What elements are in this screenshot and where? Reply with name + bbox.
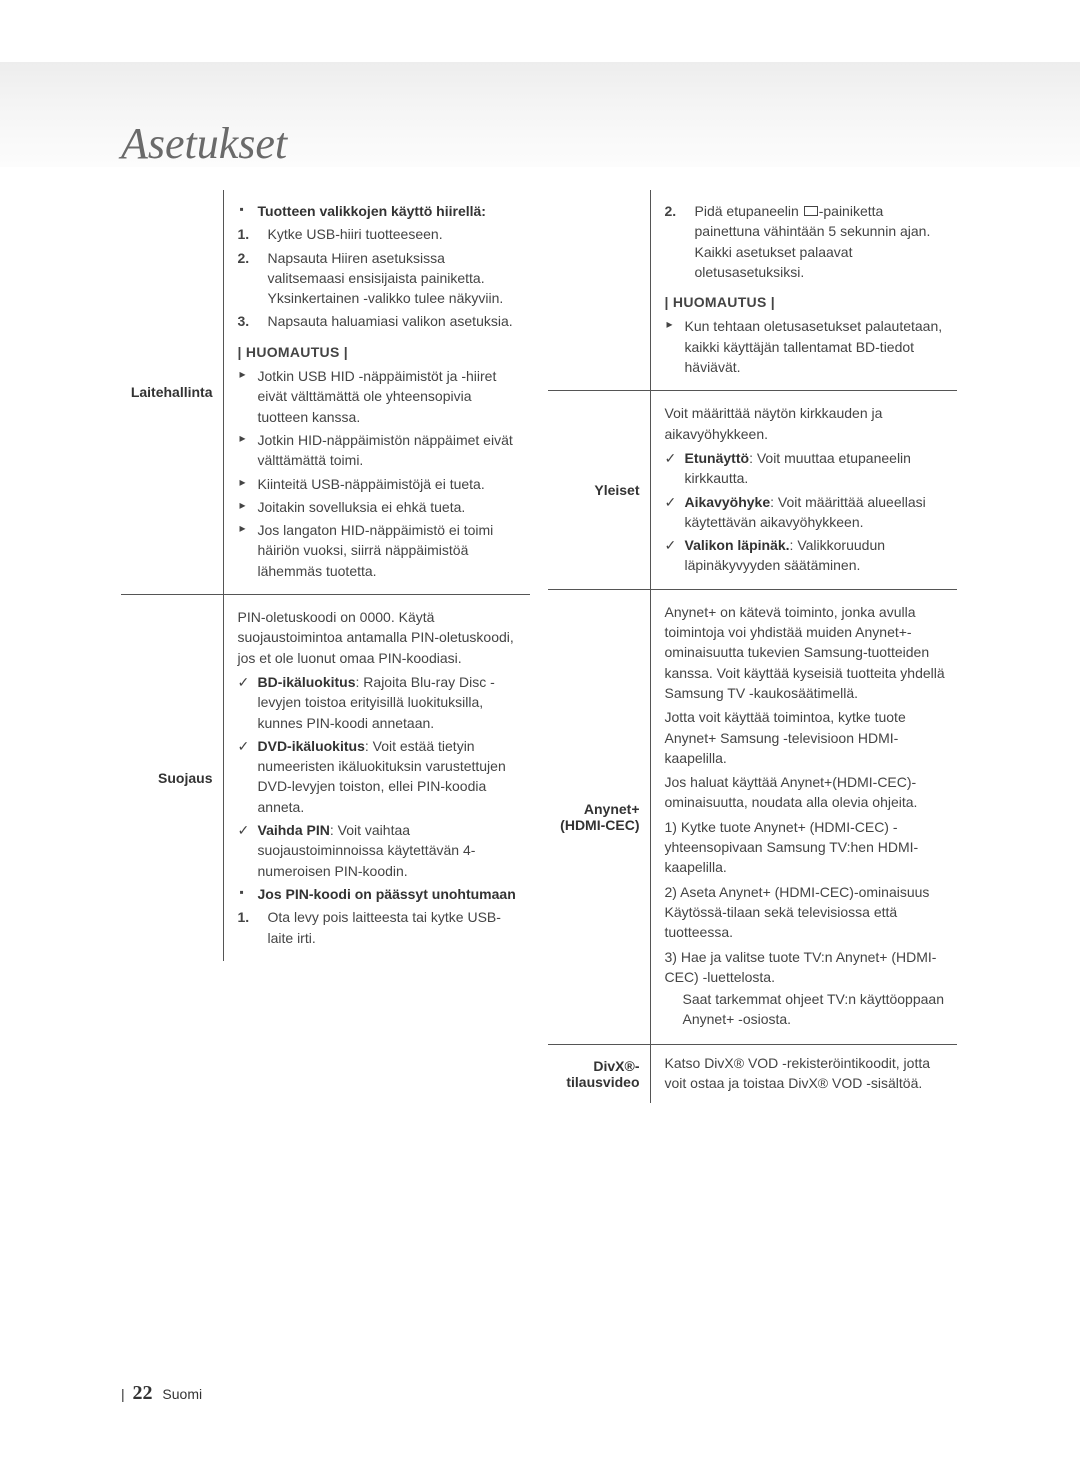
row-body: Voit määrittää näytön kirkkauden ja aika…	[650, 391, 957, 589]
table-row: Laitehallinta Tuotteen valikkojen käyttö…	[121, 190, 530, 595]
paragraph: Jotta voit käyttää toimintoa, kytke tuot…	[665, 707, 952, 768]
row-label: Anynet+ (HDMI-CEC)	[548, 589, 650, 1044]
list-item: DVD-ikäluokitus: Voit estää tietyin nume…	[238, 736, 525, 817]
page-title: Asetukset	[121, 118, 287, 169]
list-item: Valikon läpinäk.: Valikkoruudun läpinäky…	[665, 535, 952, 576]
list-item: Tuotteen valikkojen käyttö hiirellä:	[238, 201, 525, 221]
list-item: Jos langaton HID-näppäimistö ei toimi hä…	[238, 520, 525, 581]
list-item: Aikavyöhyke: Voit määrittää alueellasi k…	[665, 492, 952, 533]
note-label: | HUOMAUTUS |	[238, 342, 525, 362]
list-item: 3.Napsauta haluamiasi valikon asetuksia.	[238, 311, 525, 331]
row-body: Anynet+ on kätevä toiminto, jonka avulla…	[650, 589, 957, 1044]
table-row: DivX®-tilausvideo Katso DivX® VOD -rekis…	[548, 1044, 957, 1103]
content-area: Laitehallinta Tuotteen valikkojen käyttö…	[121, 190, 957, 1103]
paragraph: 3) Hae ja valitse tuote TV:n Anynet+ (HD…	[665, 947, 952, 1030]
row-label	[548, 190, 650, 391]
page-number: 22	[133, 1382, 153, 1404]
row-body: PIN-oletuskoodi on 0000. Käytä suojausto…	[223, 595, 530, 961]
right-column: 2. Pidä etupaneelin -painiketta painettu…	[548, 190, 957, 1103]
left-column: Laitehallinta Tuotteen valikkojen käyttö…	[121, 190, 530, 1103]
row-label: Yleiset	[548, 391, 650, 589]
paragraph: Jos haluat käyttää Anynet+(HDMI-CEC)-omi…	[665, 772, 952, 813]
paragraph: 2) Aseta Anynet+ (HDMI-CEC)-ominaisuus K…	[665, 882, 952, 943]
row-body: 2. Pidä etupaneelin -painiketta painettu…	[650, 190, 957, 391]
paragraph: PIN-oletuskoodi on 0000. Käytä suojausto…	[238, 607, 525, 668]
table-row: Suojaus PIN-oletuskoodi on 0000. Käytä s…	[121, 595, 530, 961]
list-item: 1.Kytke USB-hiiri tuotteeseen.	[238, 224, 525, 244]
settings-table-right: 2. Pidä etupaneelin -painiketta painettu…	[548, 190, 957, 1103]
paragraph: Kaikki asetukset palaavat oletusasetuksi…	[695, 242, 952, 283]
row-body: Tuotteen valikkojen käyttö hiirellä: 1.K…	[223, 190, 530, 595]
list-item: Joitakin sovelluksia ei ehkä tueta.	[238, 497, 525, 517]
list-item: BD-ikäluokitus: Rajoita Blu-ray Disc -le…	[238, 672, 525, 733]
row-label: DivX®-tilausvideo	[548, 1044, 650, 1103]
paragraph: Anynet+ on kätevä toiminto, jonka avulla…	[665, 602, 952, 703]
row-label: Laitehallinta	[121, 190, 223, 595]
list-item: 2.Napsauta Hiiren asetuksissa valitsemaa…	[238, 248, 525, 309]
table-row: Yleiset Voit määrittää näytön kirkkauden…	[548, 391, 957, 589]
page-lang: Suomi	[162, 1386, 202, 1402]
list-item: 2. Pidä etupaneelin -painiketta painettu…	[665, 201, 952, 282]
list-item: 1.Ota levy pois laitteesta tai kytke USB…	[238, 907, 525, 948]
note-label: | HUOMAUTUS |	[665, 292, 952, 312]
table-row: Anynet+ (HDMI-CEC) Anynet+ on kätevä toi…	[548, 589, 957, 1044]
list-item: Etunäyttö: Voit muuttaa etupaneelin kirk…	[665, 448, 952, 489]
table-row: 2. Pidä etupaneelin -painiketta painettu…	[548, 190, 957, 391]
list-item: Jos PIN-koodi on päässyt unohtumaan	[238, 884, 525, 904]
list-item: Kun tehtaan oletusasetukset palautetaan,…	[665, 316, 952, 377]
page-footer: | 22 Suomi	[121, 1382, 202, 1405]
settings-table-left: Laitehallinta Tuotteen valikkojen käyttö…	[121, 190, 530, 961]
paragraph: Voit määrittää näytön kirkkauden ja aika…	[665, 403, 952, 444]
list-item: Jotkin USB HID -näppäimistöt ja -hiiret …	[238, 366, 525, 427]
row-body: Katso DivX® VOD -rekisteröintikoodit, jo…	[650, 1044, 957, 1103]
list-item: Jotkin HID-näppäimistön näppäimet eivät …	[238, 430, 525, 471]
list-item: Vaihda PIN: Voit vaihtaa suojaustoiminno…	[238, 820, 525, 881]
row-label: Suojaus	[121, 595, 223, 961]
list-item: Kiinteitä USB-näppäimistöjä ei tueta.	[238, 474, 525, 494]
stop-button-icon	[804, 206, 818, 216]
paragraph: 1) Kytke tuote Anynet+ (HDMI-CEC) -yhtee…	[665, 817, 952, 878]
